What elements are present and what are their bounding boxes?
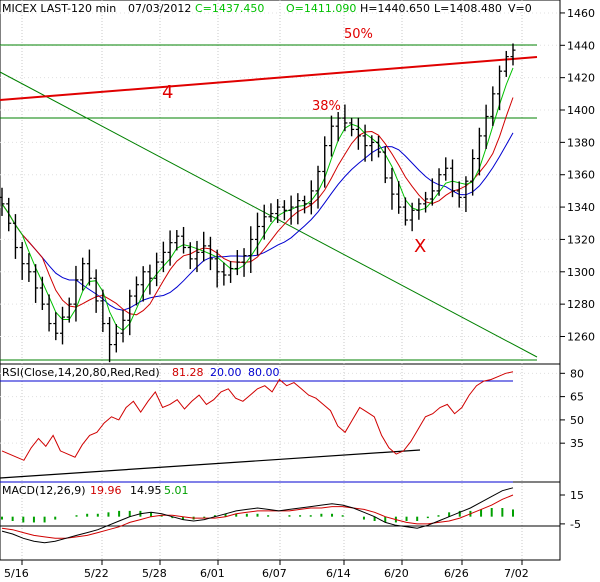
x-tick-label: 6/26: [444, 567, 469, 580]
header-low: L=1408.480: [434, 2, 502, 15]
price-tick-label: 1340: [567, 201, 595, 214]
x-tick-label: 5/16: [4, 567, 29, 580]
price-tick-label: 1400: [567, 104, 595, 117]
x-tick-label: 6/07: [262, 567, 287, 580]
macd-signal-line: [1, 494, 514, 539]
x-axis: 5/16 5/22 5/28 6/01 6/07 6/14 6/20 6/26 7/02: [4, 560, 529, 580]
x-tick-label: 6/14: [326, 567, 351, 580]
waveX-label: X: [414, 236, 426, 257]
fib38-label: 38%: [312, 99, 341, 114]
price-tick-label: 1420: [567, 72, 595, 85]
x-tick-label: 5/28: [142, 567, 167, 580]
price-tick-label: 1260: [567, 330, 595, 343]
macd-hist-value: 5.01: [164, 484, 189, 497]
macd-title: MACD(12,26,9): [2, 484, 86, 497]
green-trendline: [0, 71, 538, 358]
rsi-value: 81.28: [172, 366, 204, 379]
price-tick-label: 1300: [567, 266, 595, 279]
header-high: H=1440.650: [360, 2, 430, 15]
rsi-title: RSI(Close,14,20,80,Red,Red): [2, 366, 160, 379]
header-volume: V=0: [508, 2, 532, 15]
price-tick-label: 1380: [567, 136, 595, 149]
x-tick-label: 5/22: [84, 567, 109, 580]
x-tick-label: 6/20: [384, 567, 409, 580]
price-axis: 1260 1280 1300 1320 1340 1360 1380 1400 1420 1440…: [560, 7, 595, 343]
header-close: C=1437.450: [195, 2, 264, 15]
x-tick-label: 7/02: [504, 567, 529, 580]
rsi-tick-label: 65: [570, 391, 584, 404]
price-tick-label: 1280: [567, 298, 595, 311]
macd-value: 19.96: [90, 484, 122, 497]
rsi-tick-label: 35: [570, 437, 584, 450]
price-tick-label: 1320: [567, 233, 595, 246]
rsi-tick-label: 80: [570, 367, 584, 380]
rsi-axis: 35 50 65 80: [560, 367, 584, 450]
rsi-line: [1, 371, 514, 461]
price-tick-label: 1440: [567, 39, 595, 52]
ma-mid-path: [1, 97, 514, 316]
wave4-trendline: [0, 56, 538, 101]
header-date: 07/03/2012: [128, 2, 191, 15]
header-open: O=1411.090: [286, 2, 356, 15]
macd-tick-label: -5: [570, 518, 581, 531]
rsi-tick-label: 50: [570, 414, 584, 427]
macd-axis: -5 15: [560, 489, 584, 531]
price-tick-label: 1460: [567, 7, 595, 20]
ma-mid-line: [1, 97, 514, 316]
rsi-high: 80.00: [248, 366, 280, 379]
rsi-trendline: [0, 449, 421, 479]
price-bars: [0, 43, 516, 363]
vertical-gridlines: [0, 0, 560, 560]
macd-signal-value: 14.95: [130, 484, 162, 497]
wave4-label: 4: [162, 82, 173, 103]
price-tick-label: 1360: [567, 169, 595, 182]
header-symbol: MICEX LAST-120 min: [2, 2, 116, 15]
macd-line: [1, 487, 514, 544]
x-tick-label: 6/01: [200, 567, 225, 580]
fib50-label: 50%: [344, 27, 373, 42]
macd-tick-label: 15: [570, 489, 584, 502]
rsi-low: 20.00: [210, 366, 242, 379]
